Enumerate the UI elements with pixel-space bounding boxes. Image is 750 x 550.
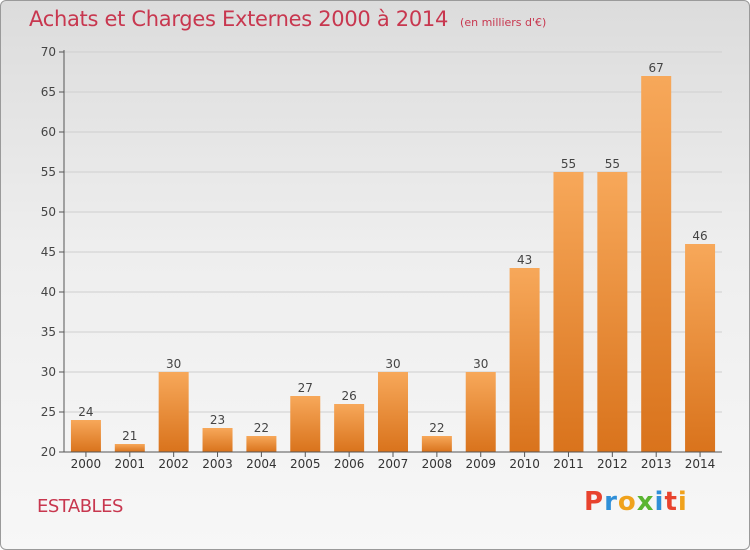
bar-value-label: 21 (122, 429, 137, 443)
y-tick-label: 40 (41, 285, 56, 299)
bar-value-label: 24 (78, 405, 93, 419)
bar-value-label: 26 (341, 389, 356, 403)
bar-2007 (378, 372, 408, 452)
bar-value-label: 55 (605, 157, 620, 171)
bar-value-label: 43 (517, 253, 532, 267)
title-text: Achats et Charges Externes 2000 à 2014 (29, 7, 449, 31)
x-tick-label: 2010 (509, 457, 540, 471)
y-tick-label: 50 (41, 205, 56, 219)
y-tick-label: 65 (41, 85, 56, 99)
chart-title: Achats et Charges Externes 2000 à 2014 (e… (29, 7, 546, 31)
y-tick-label: 20 (41, 445, 56, 459)
title-unit: (en milliers d'€) (460, 16, 547, 29)
x-tick-label: 2013 (641, 457, 672, 471)
y-tick-label: 25 (41, 405, 56, 419)
bar-2004 (246, 436, 277, 452)
y-tick-label: 70 (41, 45, 56, 59)
x-tick-label: 2009 (465, 457, 496, 471)
bar-2011 (553, 172, 584, 452)
y-tick-label: 55 (41, 165, 56, 179)
x-tick-label: 2008 (422, 457, 453, 471)
bar-value-label: 22 (429, 421, 444, 435)
bar-2002 (158, 372, 189, 452)
bar-2001 (114, 444, 145, 452)
bar-2009 (465, 372, 496, 452)
bars: 24 21 30 23 22 27 26 30 22 30 43 55 55 67 46 (70, 61, 716, 452)
bar-value-label: 30 (385, 357, 400, 371)
bar-2010 (509, 268, 540, 452)
bar-value-label: 22 (254, 421, 269, 435)
x-tick-label: 2002 (158, 457, 189, 471)
x-tick-label: 2001 (115, 457, 146, 471)
x-tick-label: 2011 (553, 457, 584, 471)
proxiti-logo[interactable]: Proxiti (584, 487, 688, 517)
commune-name: ESTABLES (37, 496, 123, 517)
x-tick-label: 2000 (71, 457, 102, 471)
y-tick-label: 60 (41, 125, 56, 139)
logo-letter: t (664, 487, 678, 517)
bar-value-label: 55 (561, 157, 576, 171)
x-tick-label: 2003 (202, 457, 233, 471)
x-tick-label: 2014 (685, 457, 716, 471)
bar-value-label: 67 (649, 61, 664, 75)
bar-2008 (421, 436, 452, 452)
axes: 20 25 30 35 40 45 50 55 60 65 70 2000 2001 2002 2003 20… (41, 45, 722, 471)
y-tick-label: 35 (41, 325, 56, 339)
bar-value-label: 30 (166, 357, 181, 371)
logo-letter: x (636, 487, 655, 517)
bar-value-label: 30 (473, 357, 488, 371)
y-tick-label: 30 (41, 365, 56, 379)
bar-2005 (290, 396, 321, 452)
bar-2012 (597, 172, 628, 452)
bar-value-label: 27 (298, 381, 313, 395)
x-tick-label: 2005 (290, 457, 321, 471)
bar-2013 (641, 76, 672, 452)
logo-letter: i (677, 487, 688, 517)
logo-letter: P (584, 487, 605, 517)
bar-value-label: 23 (210, 413, 225, 427)
x-tick-label: 2012 (597, 457, 628, 471)
logo-letter: r (604, 487, 618, 517)
logo-letter: i (654, 487, 665, 517)
bar-2006 (334, 404, 365, 452)
x-tick-label: 2006 (334, 457, 365, 471)
bar-2000 (70, 420, 101, 452)
y-tick-label: 45 (41, 245, 56, 259)
bar-2003 (202, 428, 233, 452)
x-tick-label: 2007 (378, 457, 409, 471)
bar-value-label: 46 (692, 229, 707, 243)
x-tick-label: 2004 (246, 457, 277, 471)
bar-2014 (685, 244, 716, 452)
logo-letter: o (617, 487, 637, 517)
